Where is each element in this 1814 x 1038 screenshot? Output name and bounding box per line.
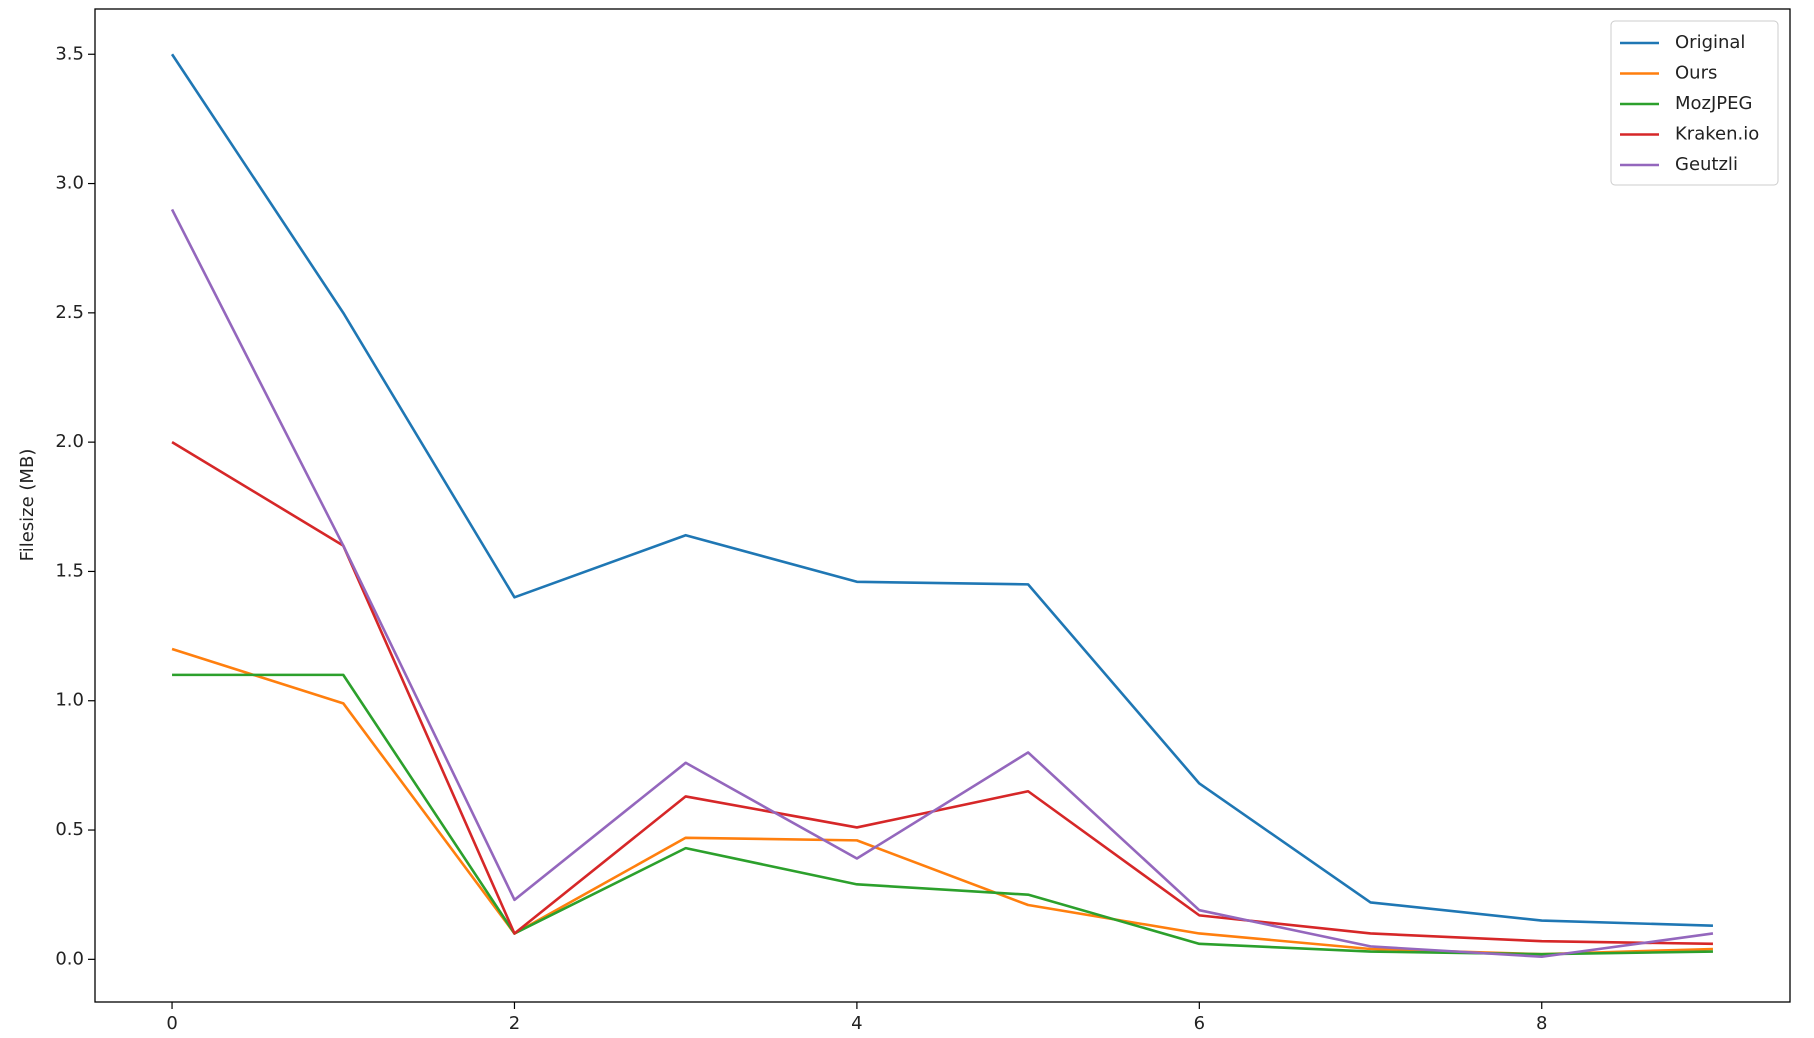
y-tick-label: 2.5 bbox=[55, 302, 84, 323]
data-line bbox=[170, 53, 1713, 928]
y-tick-label: 1.5 bbox=[55, 560, 84, 581]
x-tick-label: 6 bbox=[1194, 1013, 1205, 1034]
data-line bbox=[172, 673, 1713, 956]
y-tick-label: 2.0 bbox=[55, 431, 84, 452]
data-line bbox=[170, 208, 1714, 959]
legend-label: Original bbox=[1675, 32, 1745, 53]
x-tick-label: 0 bbox=[166, 1013, 177, 1034]
x-tick-label: 2 bbox=[509, 1013, 520, 1034]
y-tick-label: 3.5 bbox=[55, 43, 84, 64]
legend-box bbox=[1610, 20, 1779, 186]
x-tick-label: 8 bbox=[1536, 1013, 1547, 1034]
legend-label: Ours bbox=[1675, 63, 1717, 84]
y-tick-label: 0.0 bbox=[55, 948, 84, 969]
y-tick-label: 3.0 bbox=[55, 173, 84, 194]
plot-frame bbox=[94, 8, 1791, 1003]
x-tick-label: 4 bbox=[851, 1013, 862, 1034]
legend-label: Kraken.io bbox=[1675, 124, 1759, 145]
y-axis-label: Filesize (MB) bbox=[17, 449, 38, 562]
data-line bbox=[171, 647, 1713, 956]
legend-label: MozJPEG bbox=[1675, 93, 1752, 114]
y-tick-label: 1.0 bbox=[55, 690, 84, 711]
legend-label: Geutzli bbox=[1675, 154, 1738, 175]
y-tick-label: 0.5 bbox=[55, 819, 84, 840]
data-line bbox=[171, 441, 1713, 946]
